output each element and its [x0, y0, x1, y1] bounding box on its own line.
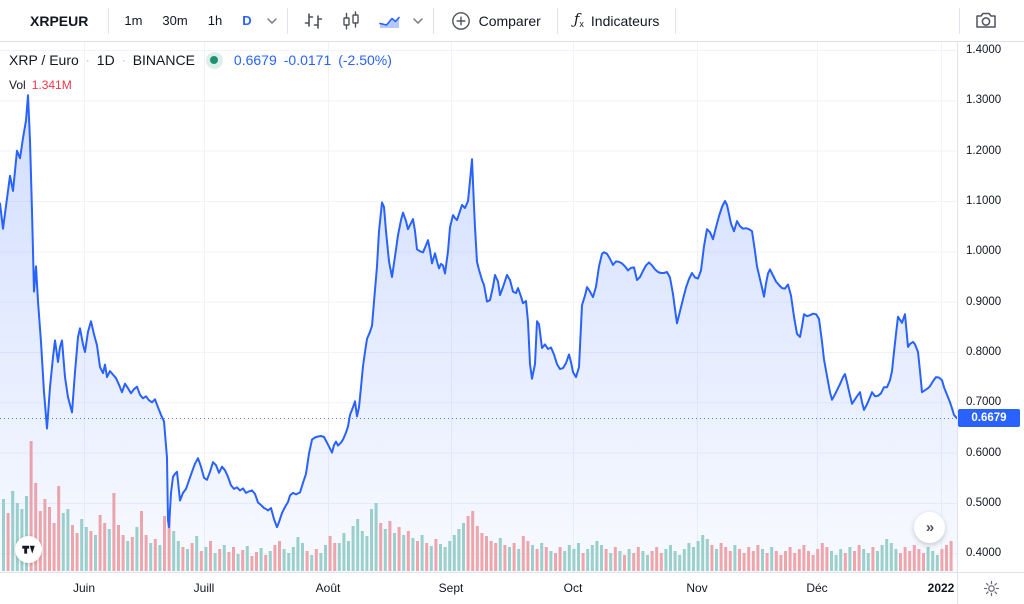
price-axis-label: 0.6000: [966, 446, 1002, 459]
price-area-layer: [0, 94, 957, 572]
time-axis-label[interactable]: Oct: [563, 581, 583, 595]
timeframe-30m[interactable]: 30m: [162, 13, 188, 28]
compare-label: Comparer: [478, 12, 541, 29]
axis-settings-cell[interactable]: [957, 573, 1024, 604]
toolbar-separator: [108, 7, 110, 34]
time-axis-scale[interactable]: Juin Juill Août Sept Oct Nov Déc 2022: [0, 573, 957, 604]
volume-label[interactable]: Vol: [9, 78, 26, 92]
candles-style-icon[interactable]: [332, 5, 370, 37]
area-style-icon[interactable]: [370, 5, 409, 37]
chart-plot-area[interactable]: XRP / Euro · 1D · BINANCE 0.6679 -0.0171…: [0, 42, 957, 572]
legend-quote: 0.6679 -0.0171 (-2.50%): [234, 51, 392, 69]
price-change-pct: (-2.50%): [338, 52, 392, 68]
chart-style-dropdown-chevron-icon[interactable]: [409, 16, 427, 26]
timeframe-dropdown-chevron-icon[interactable]: [263, 16, 281, 26]
time-axis-label[interactable]: Nov: [686, 581, 708, 595]
timeframe-1h[interactable]: 1h: [207, 13, 223, 28]
time-axis-label[interactable]: Juill: [193, 581, 215, 595]
volume-value: 1.341M: [31, 78, 72, 92]
price-axis-label: 1.4000: [966, 44, 1002, 56]
market-status-icon[interactable]: [205, 51, 223, 69]
price-axis[interactable]: 0.6679 1.4000 1.3000 1.2000 1.1000 1.0000 0.9…: [957, 42, 1024, 572]
time-axis-label[interactable]: Juin: [72, 581, 95, 595]
timeframe-1m[interactable]: 1m: [124, 13, 143, 28]
compare-button[interactable]: Comparer: [440, 5, 551, 37]
price-axis-label: 0.9000: [966, 295, 1002, 308]
last-price: 0.6679: [233, 52, 277, 68]
scroll-to-recent-button[interactable]: »: [914, 512, 945, 543]
price-axis-label: 0.8000: [966, 345, 1002, 358]
tradingview-logo[interactable]: [15, 536, 42, 563]
symbol-button[interactable]: XRPEUR: [30, 12, 89, 29]
indicators-label: Indicateurs: [590, 12, 660, 29]
toolbar-separator: [675, 7, 677, 34]
bars-style-icon[interactable]: [294, 5, 332, 37]
price-axis-label: 1.0000: [966, 245, 1002, 258]
chart-legend: XRP / Euro · 1D · BINANCE 0.6679 -0.0171…: [9, 51, 392, 92]
legend-exchange[interactable]: BINANCE: [132, 52, 195, 68]
price-axis-label: 1.1000: [966, 194, 1002, 207]
time-axis-label[interactable]: Déc: [806, 581, 828, 595]
toolbar-separator: [556, 7, 558, 34]
legend-pair-name[interactable]: XRP / Euro: [9, 52, 79, 68]
top-toolbar: XRPEUR 1m 30m 1h D: [0, 0, 1024, 42]
indicators-button[interactable]: ƒx Indicateurs: [564, 7, 670, 34]
price-axis-label: 0.4000: [966, 547, 1002, 560]
price-axis-label: 0.5000: [966, 496, 1002, 509]
time-axis-label[interactable]: 2022: [927, 581, 955, 595]
toolbar-separator: [432, 7, 434, 34]
fx-icon: ƒx: [573, 10, 584, 29]
plus-circle-icon: [450, 10, 472, 32]
gear-icon[interactable]: [983, 580, 1000, 597]
price-axis-label: 1.2000: [966, 144, 1002, 157]
timeframe-1d[interactable]: D: [242, 13, 252, 28]
price-axis-label: 1.3000: [966, 94, 1002, 107]
price-axis-label: 0.7000: [966, 396, 1002, 409]
chart-pane: XRP / Euro · 1D · BINANCE 0.6679 -0.0171…: [0, 42, 1024, 572]
timeframe-group: 1m 30m 1h D: [115, 8, 280, 33]
time-axis-label[interactable]: Sept: [438, 581, 464, 595]
toolbar-separator: [959, 7, 960, 34]
time-axis: Juin Juill Août Sept Oct Nov Déc 2022: [0, 572, 1024, 604]
current-price-tag: 0.6679: [958, 409, 1020, 428]
price-change: -0.0171: [283, 52, 332, 68]
snapshot-camera-icon[interactable]: [966, 4, 1006, 38]
toolbar-separator: [286, 7, 288, 34]
time-axis-label[interactable]: Août: [315, 581, 341, 595]
legend-interval[interactable]: 1D: [96, 52, 115, 68]
price-chart-svg: [0, 42, 957, 572]
